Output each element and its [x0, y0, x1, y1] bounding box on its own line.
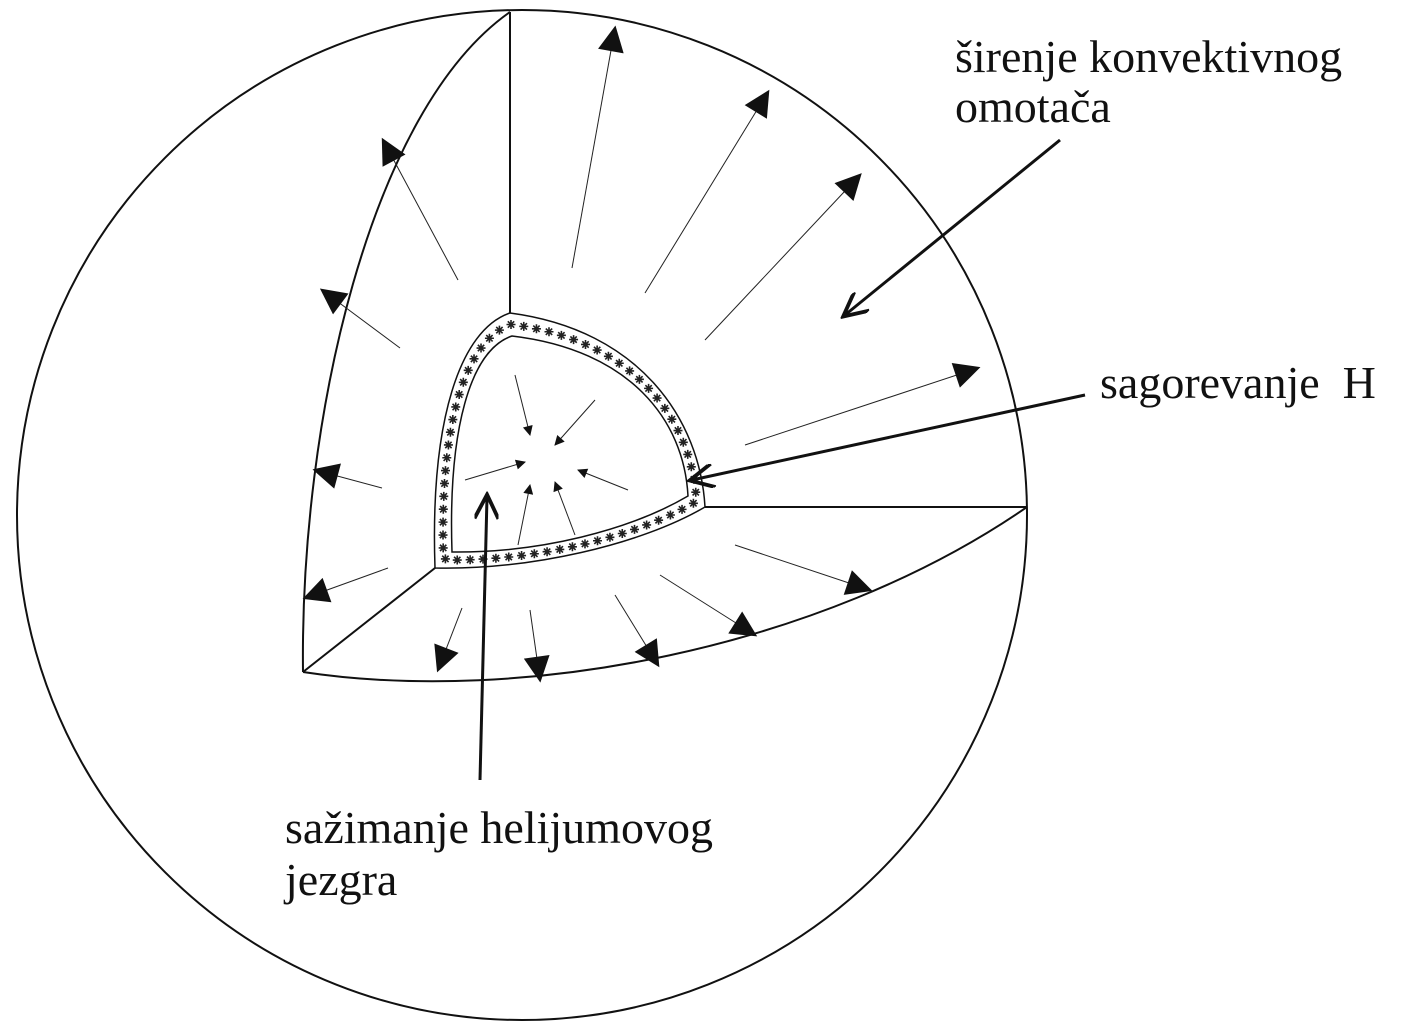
- expansion-arrow: [644, 89, 770, 294]
- star: [465, 555, 475, 565]
- expansion-arrow: [434, 607, 463, 673]
- star: [438, 504, 448, 514]
- star: [476, 343, 486, 353]
- cut-arc-bottom: [302, 506, 1028, 683]
- shell-label: sagorevanje H: [1100, 357, 1410, 408]
- star: [438, 517, 448, 527]
- star-outline: [16, 9, 1028, 1021]
- label-line: jezgra: [283, 854, 397, 905]
- expansion-arrow: [312, 463, 383, 489]
- star: [469, 354, 479, 364]
- star: [644, 383, 654, 393]
- star: [592, 345, 602, 355]
- contraction-arrow: [577, 468, 629, 491]
- pointer-arrow: [480, 497, 487, 781]
- star: [652, 393, 662, 403]
- star: [439, 478, 449, 488]
- star: [593, 536, 603, 546]
- star: [544, 327, 554, 337]
- expansion-arrow: [381, 137, 459, 281]
- star: [614, 358, 624, 368]
- star: [686, 462, 696, 472]
- star: [625, 366, 635, 376]
- label-line: omotača: [955, 81, 1111, 132]
- star: [555, 544, 565, 554]
- star: [517, 551, 527, 561]
- star: [440, 466, 450, 476]
- star: [494, 325, 504, 335]
- star: [691, 487, 701, 497]
- star: [581, 339, 591, 349]
- contraction-arrow: [553, 481, 576, 536]
- label-line: sagorevanje H: [1100, 357, 1376, 408]
- star: [580, 539, 590, 549]
- star: [463, 365, 473, 375]
- star: [660, 403, 670, 413]
- star: [484, 333, 494, 343]
- star: [654, 515, 664, 525]
- core-label: sažimanje helijumovog jezgra: [283, 802, 770, 905]
- star: [556, 330, 566, 340]
- pointer-arrow: [692, 393, 1086, 480]
- contraction-arrow: [514, 374, 533, 436]
- expansion-arrow: [704, 173, 862, 341]
- star: [630, 524, 640, 534]
- star: [445, 427, 455, 437]
- expansion-arrow: [614, 594, 660, 668]
- star: [458, 377, 468, 387]
- star: [438, 543, 448, 553]
- star: [506, 320, 516, 329]
- shell-outer: [433, 312, 706, 569]
- star: [478, 554, 488, 564]
- expansion-arrow: [744, 362, 981, 446]
- expansion-arrow: [571, 25, 624, 269]
- star: [542, 547, 552, 557]
- envelope-label: širenje konvektivnog omotača: [955, 31, 1400, 132]
- expansion-arrow: [734, 544, 873, 595]
- star: [451, 402, 461, 412]
- label-line: sažimanje helijumovog: [285, 802, 713, 853]
- star: [569, 335, 579, 345]
- star: [603, 351, 613, 361]
- star: [667, 414, 677, 424]
- expansion-arrow: [302, 567, 389, 603]
- star: [442, 453, 452, 463]
- star: [683, 449, 693, 459]
- star: [452, 555, 462, 565]
- star: [440, 554, 450, 564]
- star: [688, 498, 698, 508]
- star: [605, 532, 615, 542]
- star: [448, 415, 458, 425]
- star: [567, 542, 577, 552]
- arrows: [302, 25, 1086, 781]
- star: [504, 552, 514, 562]
- star: [665, 510, 675, 520]
- cut-arc-left: [301, 11, 511, 673]
- star: [531, 324, 541, 334]
- star: [443, 440, 453, 450]
- star: [642, 520, 652, 530]
- expansion-arrow: [319, 288, 401, 349]
- star: [519, 321, 529, 331]
- label-line: širenje konvektivnog: [955, 31, 1342, 82]
- cut-edge: [302, 567, 436, 673]
- star: [678, 437, 688, 447]
- shell-inner: [450, 335, 689, 553]
- star: [677, 504, 687, 514]
- star: [439, 491, 449, 501]
- star: [491, 553, 501, 563]
- star: [529, 549, 539, 559]
- expansion-arrow: [659, 574, 758, 637]
- expansion-arrow: [523, 609, 550, 683]
- star: [454, 390, 464, 400]
- star: [634, 374, 644, 384]
- pointer-arrow: [845, 138, 1061, 315]
- star: [673, 426, 683, 436]
- star: [438, 530, 448, 540]
- contraction-arrow: [517, 484, 534, 546]
- contraction-arrow: [464, 459, 526, 481]
- contraction-arrow: [554, 399, 596, 446]
- star: [617, 529, 627, 539]
